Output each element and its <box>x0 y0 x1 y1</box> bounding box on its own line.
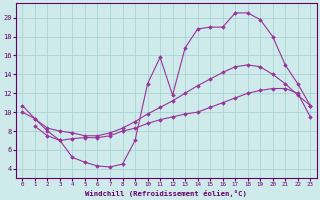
X-axis label: Windchill (Refroidissement éolien,°C): Windchill (Refroidissement éolien,°C) <box>85 190 247 197</box>
